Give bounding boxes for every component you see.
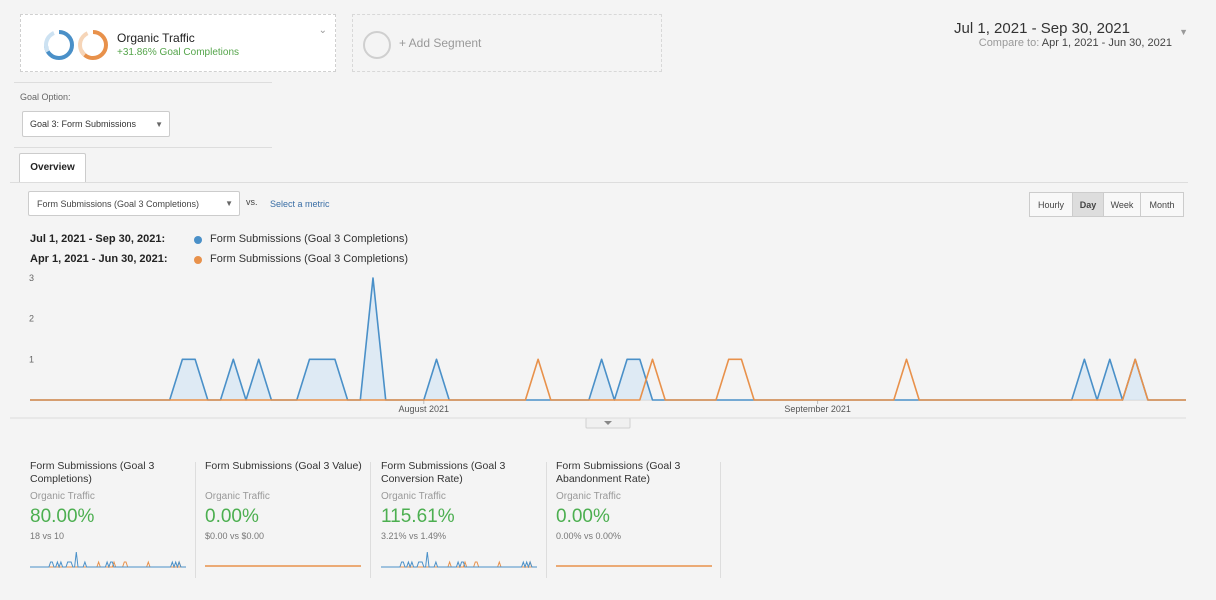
y-tick-label: 3 bbox=[29, 273, 34, 283]
vs-label: vs. bbox=[246, 197, 258, 207]
granularity-toggle: Hourly Day Week Month bbox=[1029, 192, 1184, 217]
kpi-conversion-rate[interactable]: Form Submissions (Goal 3 Conversion Rate… bbox=[381, 460, 553, 580]
legend-dot-icon bbox=[194, 256, 202, 264]
divider bbox=[195, 462, 196, 578]
metric-select-value: Form Submissions (Goal 3 Completions) bbox=[37, 199, 200, 209]
kpi-value-metric[interactable]: Form Submissions (Goal 3 Value) Organic … bbox=[205, 460, 377, 580]
kpi-segment: Organic Traffic bbox=[205, 491, 270, 502]
divider bbox=[720, 462, 721, 578]
date-range-chevron-icon[interactable]: ▼ bbox=[1179, 27, 1188, 37]
segment-card[interactable]: Organic Traffic +31.86% Goal Completions… bbox=[20, 14, 336, 72]
legend-range: Jul 1, 2021 - Sep 30, 2021: bbox=[30, 233, 166, 245]
kpi-title: Form Submissions (Goal 3 Value) bbox=[205, 460, 362, 472]
kpi-value: 0.00% bbox=[205, 506, 259, 527]
y-tick-label: 1 bbox=[29, 354, 34, 364]
y-tick-label: 2 bbox=[29, 314, 34, 324]
metric-select[interactable]: Form Submissions (Goal 3 Completions) ▼ bbox=[28, 191, 240, 216]
x-month-label: September 2021 bbox=[784, 404, 851, 414]
legend-series-name: Form Submissions (Goal 3 Completions) bbox=[210, 233, 409, 245]
goal-option-label: Goal Option: bbox=[20, 92, 71, 102]
kpi-completions[interactable]: Form Submissions (Goal 3 Completions) Or… bbox=[30, 460, 202, 580]
legend-range: Apr 1, 2021 - Jun 30, 2021: bbox=[30, 253, 168, 265]
goal-option-value: Goal 3: Form Submissions bbox=[30, 119, 137, 129]
legend-dot-icon bbox=[194, 236, 202, 244]
sparkline bbox=[205, 565, 361, 567]
tab-overview[interactable]: Overview bbox=[19, 153, 86, 183]
kpi-segment: Organic Traffic bbox=[30, 491, 95, 502]
legend-series-name: Form Submissions (Goal 3 Completions) bbox=[210, 253, 409, 265]
sparkline-series-1 bbox=[381, 551, 537, 568]
segment-title: Organic Traffic bbox=[117, 31, 195, 45]
compare-range: Apr 1, 2021 - Jun 30, 2021 bbox=[1041, 37, 1172, 49]
add-segment-label: + Add Segment bbox=[399, 36, 482, 50]
divider bbox=[546, 462, 547, 578]
kpi-value: 115.61% bbox=[381, 506, 455, 527]
kpi-title: Form Submissions (Goal 3 Completions) bbox=[30, 460, 155, 485]
kpi-title: Form Submissions (Goal 3 Conversion Rate… bbox=[381, 460, 506, 485]
kpi-compare: $0.00 vs $0.00 bbox=[205, 531, 265, 541]
kpi-compare: 18 vs 10 bbox=[30, 531, 65, 541]
caret-down-icon: ▼ bbox=[225, 199, 233, 208]
granularity-month-button[interactable]: Month bbox=[1140, 192, 1184, 217]
x-month-label: August 2021 bbox=[399, 404, 450, 414]
kpi-segment: Organic Traffic bbox=[381, 491, 446, 502]
collapse-caret-icon bbox=[604, 421, 612, 425]
select-metric-link[interactable]: Select a metric bbox=[270, 199, 330, 209]
tab-baseline bbox=[10, 182, 1188, 183]
add-segment-button[interactable]: + Add Segment bbox=[352, 14, 662, 72]
divider bbox=[14, 82, 272, 83]
kpi-value: 80.00% bbox=[30, 506, 95, 527]
series-line-0 bbox=[30, 277, 1186, 401]
granularity-day-button[interactable]: Day bbox=[1072, 192, 1104, 217]
segment-ring-icon bbox=[44, 30, 109, 60]
granularity-week-button[interactable]: Week bbox=[1103, 192, 1141, 217]
kpi-segment: Organic Traffic bbox=[556, 491, 621, 502]
goal-option-select[interactable]: Goal 3: Form Submissions ▼ bbox=[22, 111, 170, 137]
date-compare[interactable]: Compare to: Apr 1, 2021 - Jun 30, 2021 bbox=[979, 37, 1172, 49]
kpi-title: Form Submissions (Goal 3 Abandonment Rat… bbox=[556, 460, 681, 485]
kpi-value: 0.00% bbox=[556, 506, 610, 527]
divider bbox=[370, 462, 371, 578]
kpi-compare: 0.00% vs 0.00% bbox=[556, 531, 622, 541]
sparkline bbox=[30, 551, 186, 568]
series-line-1 bbox=[30, 358, 1186, 401]
kpi-abandonment-rate[interactable]: Form Submissions (Goal 3 Abandonment Rat… bbox=[556, 460, 728, 580]
divider bbox=[14, 147, 272, 148]
sparkline-series-1 bbox=[30, 551, 186, 568]
chevron-down-icon[interactable]: ⌄ bbox=[318, 25, 327, 36]
date-range[interactable]: Jul 1, 2021 - Sep 30, 2021 bbox=[954, 20, 1130, 37]
add-segment-circle-icon bbox=[363, 31, 391, 59]
compare-label: Compare to: bbox=[978, 37, 1040, 49]
granularity-hourly-button[interactable]: Hourly bbox=[1029, 192, 1073, 217]
series-area bbox=[30, 278, 1186, 400]
sparkline bbox=[556, 565, 712, 567]
caret-down-icon: ▼ bbox=[155, 120, 163, 129]
segment-subtitle: +31.86% Goal Completions bbox=[117, 47, 240, 58]
kpi-compare: 3.21% vs 1.49% bbox=[381, 531, 447, 541]
sparkline bbox=[381, 551, 537, 568]
